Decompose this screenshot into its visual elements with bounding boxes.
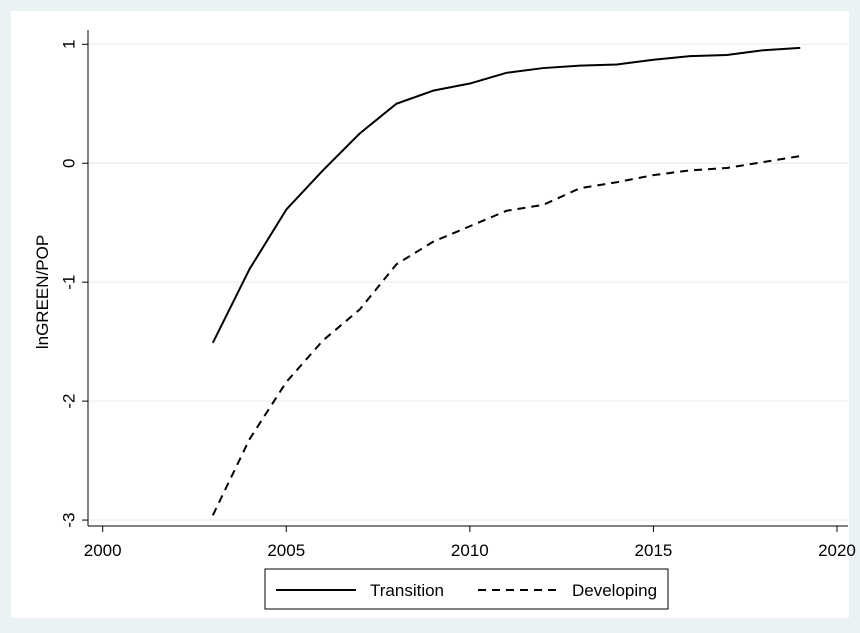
y-axis-label: lnGREEN/POP (33, 235, 52, 349)
x-tick-label: 2020 (818, 541, 856, 560)
series-line-transition (211, 46, 801, 344)
gridlines (88, 43, 848, 521)
legend: Transition Developing (264, 568, 669, 610)
x-tick-label: 2000 (84, 541, 122, 560)
legend-label-developing: Developing (572, 581, 657, 600)
y-tick-label: -1 (59, 275, 78, 290)
y-ticks: -3 -2 -1 0 1 (59, 40, 88, 528)
chart-background (11, 11, 849, 618)
y-tick-label: 0 (59, 158, 78, 167)
series-lines (211, 46, 801, 516)
x-tick-label: 2015 (634, 541, 672, 560)
y-tick-label: -2 (59, 394, 78, 409)
x-tick-label: 2010 (451, 541, 489, 560)
y-tick-label: -3 (59, 512, 78, 527)
series-line-developing (211, 155, 801, 516)
x-ticks: 2000 2005 2010 2015 2020 (84, 526, 856, 560)
legend-label-transition: Transition (370, 581, 444, 600)
y-tick-label: 1 (59, 40, 78, 49)
x-tick-label: 2005 (267, 541, 305, 560)
